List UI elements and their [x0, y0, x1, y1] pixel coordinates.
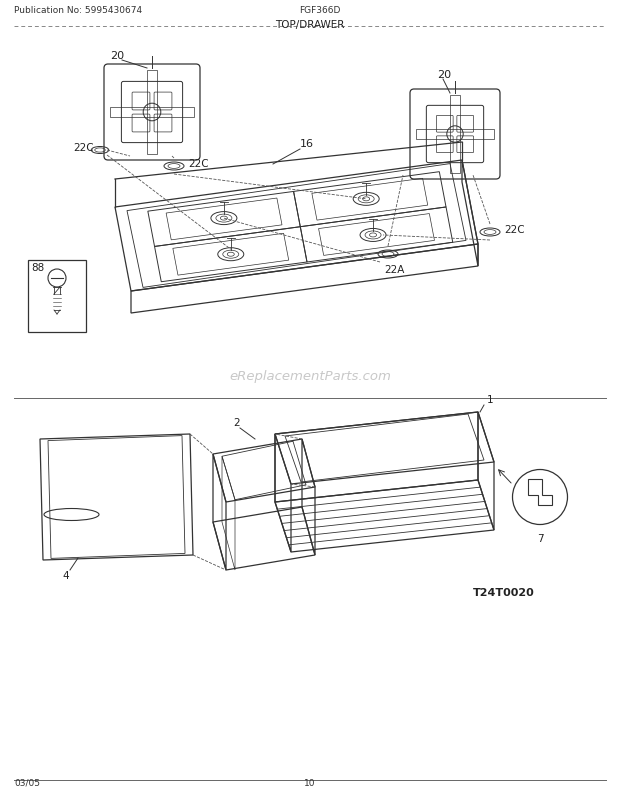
- Bar: [450, 95, 460, 174]
- Text: 22C: 22C: [188, 159, 208, 168]
- Text: 22C: 22C: [504, 225, 525, 235]
- Bar: [110, 107, 194, 118]
- Text: TOP/DRAWER: TOP/DRAWER: [275, 20, 345, 30]
- Text: 4: 4: [62, 570, 69, 581]
- Text: eReplacementParts.com: eReplacementParts.com: [229, 370, 391, 383]
- Text: T24T0020: T24T0020: [473, 587, 534, 597]
- Text: 1: 1: [487, 395, 494, 404]
- Text: 10: 10: [304, 778, 316, 787]
- Text: FGF366D: FGF366D: [299, 6, 340, 15]
- Text: 16: 16: [300, 139, 314, 149]
- Text: Publication No: 5995430674: Publication No: 5995430674: [14, 6, 142, 15]
- Bar: [28, 261, 86, 333]
- Text: 20: 20: [110, 51, 124, 61]
- Text: 88: 88: [31, 263, 44, 273]
- Text: 22A: 22A: [384, 265, 404, 274]
- Text: 22C: 22C: [73, 143, 94, 153]
- Text: 03/05: 03/05: [14, 778, 40, 787]
- Text: 20: 20: [437, 70, 451, 80]
- Text: 7: 7: [537, 533, 543, 543]
- Bar: [147, 71, 157, 155]
- Bar: [415, 130, 494, 140]
- Text: 2: 2: [234, 418, 241, 427]
